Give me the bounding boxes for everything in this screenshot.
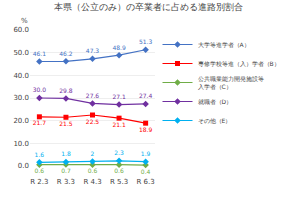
svg-text:48.9: 48.9 — [112, 44, 126, 51]
svg-text:1.9: 1.9 — [141, 150, 151, 157]
svg-text:27.4: 27.4 — [139, 92, 153, 99]
svg-text:0.6: 0.6 — [114, 167, 124, 174]
svg-text:0.6: 0.6 — [35, 167, 45, 174]
svg-text:10.0: 10.0 — [13, 140, 29, 148]
svg-text:30.0: 30.0 — [33, 86, 47, 93]
svg-text:大学等進学者（A）: 大学等進学者（A） — [198, 41, 250, 49]
svg-text:22.5: 22.5 — [86, 118, 100, 125]
svg-text:0.4: 0.4 — [141, 168, 151, 175]
svg-text:27.1: 27.1 — [112, 93, 126, 100]
svg-text:2: 2 — [91, 150, 95, 157]
svg-text:本県（公立のみ）の卒業者に占める進路別割合: 本県（公立のみ）の卒業者に占める進路別割合 — [54, 2, 243, 12]
svg-text:公共職業能力開発施設等入学者（C）: 公共職業能力開発施設等入学者（C） — [198, 75, 264, 91]
svg-text:29.8: 29.8 — [59, 87, 73, 94]
svg-text:21.7: 21.7 — [33, 119, 47, 126]
svg-text:47.3: 47.3 — [86, 47, 100, 54]
svg-text:40.0: 40.0 — [13, 72, 29, 80]
svg-text:50.0: 50.0 — [13, 49, 29, 57]
svg-text:46.1: 46.1 — [33, 50, 47, 57]
svg-text:R 4.3: R 4.3 — [83, 178, 101, 186]
svg-text:21.1: 21.1 — [112, 121, 126, 128]
svg-text:専修学校等進（入）学者（B）: 専修学校等進（入）学者（B） — [198, 60, 280, 68]
svg-text:30.0: 30.0 — [13, 94, 29, 102]
svg-text:0.6: 0.6 — [88, 167, 98, 174]
svg-text:18.9: 18.9 — [139, 126, 153, 133]
svg-text:R 5.3: R 5.3 — [110, 178, 128, 186]
svg-text:R 6.3: R 6.3 — [137, 178, 155, 186]
svg-text:その他（E）: その他（E） — [198, 117, 232, 125]
svg-text:0.7: 0.7 — [61, 167, 71, 174]
svg-text:20.0: 20.0 — [13, 117, 29, 125]
svg-text:0.0: 0.0 — [18, 162, 29, 170]
svg-text:R 3.3: R 3.3 — [57, 178, 75, 186]
svg-text:27.6: 27.6 — [86, 92, 100, 99]
svg-text:就職者（D）: 就職者（D） — [198, 98, 233, 106]
svg-text:1.6: 1.6 — [35, 151, 45, 158]
svg-text:R 2.3: R 2.3 — [30, 178, 48, 186]
svg-text:%: % — [21, 17, 28, 25]
svg-text:51.3: 51.3 — [139, 38, 153, 45]
svg-text:2.3: 2.3 — [114, 149, 124, 156]
svg-text:46.2: 46.2 — [59, 50, 73, 57]
svg-text:60.0: 60.0 — [13, 26, 29, 34]
svg-text:21.5: 21.5 — [59, 120, 73, 127]
svg-text:1.8: 1.8 — [61, 150, 71, 157]
